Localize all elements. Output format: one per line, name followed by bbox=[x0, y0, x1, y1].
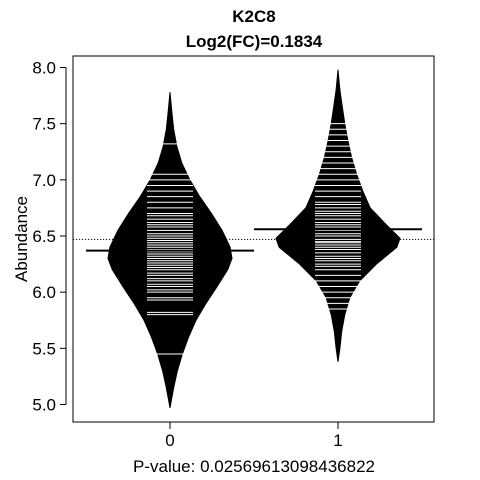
y-tick-label: 5.0 bbox=[32, 396, 56, 415]
plot-area bbox=[73, 69, 434, 408]
x-tick-label: 1 bbox=[333, 431, 342, 450]
x-axis-label: P-value: 0.02569613098436822 bbox=[133, 457, 375, 476]
x-tick-label: 0 bbox=[165, 431, 174, 450]
y-tick-label: 6.5 bbox=[32, 227, 56, 246]
y-axis-label: Abundance bbox=[12, 196, 31, 282]
y-tick-label: 7.5 bbox=[32, 115, 56, 134]
y-tick-label: 5.5 bbox=[32, 339, 56, 358]
y-axis: 5.0 5.5 6.0 6.5 7.0 7.5 8.0 bbox=[32, 59, 67, 415]
y-tick-label: 7.0 bbox=[32, 171, 56, 190]
y-tick-label: 8.0 bbox=[32, 59, 56, 78]
chart-title: K2C8 bbox=[232, 7, 275, 26]
y-tick-label: 6.0 bbox=[32, 283, 56, 302]
chart-subtitle: Log2(FC)=0.1834 bbox=[186, 32, 323, 51]
